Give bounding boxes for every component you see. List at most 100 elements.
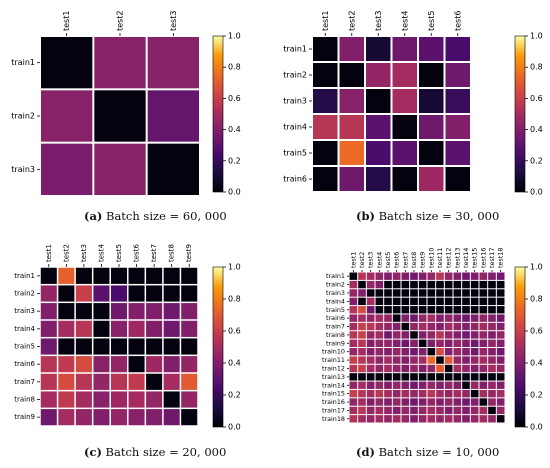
heatmap-cell: [479, 306, 488, 314]
heatmap-cell: [444, 280, 453, 289]
heatmap-cell: [462, 415, 470, 423]
colorbar-tick-label: 0.2: [530, 391, 543, 400]
heatmap-cell: [410, 314, 418, 322]
heatmap-cell: [427, 389, 436, 398]
heatmap-cell: [410, 272, 418, 280]
heatmap-cell: [488, 364, 496, 373]
heatmap-cell: [339, 141, 364, 165]
heatmap-cell: [146, 391, 163, 408]
heatmap-cell: [444, 297, 453, 306]
column-label: test7: [150, 244, 158, 262]
colorbar-tick-label: 0.4: [228, 359, 241, 368]
heatmap-cell: [349, 306, 358, 314]
heatmap-cell: [418, 356, 427, 364]
heatmap-cell: [349, 339, 358, 347]
heatmap-cell: [58, 373, 75, 390]
row-label: train9: [14, 413, 35, 421]
heatmap-cell: [436, 381, 444, 389]
colorbar-tick-label: 0.4: [530, 359, 543, 368]
heatmap-cell: [384, 356, 392, 364]
heatmap-cell: [358, 364, 366, 373]
row-label: train8: [14, 396, 35, 404]
row-label: train10: [322, 348, 345, 356]
heatmap-cell: [470, 415, 479, 423]
heatmap-cell: [427, 272, 436, 280]
heatmap-cell: [358, 331, 366, 339]
heatmap-cell: [453, 348, 462, 356]
column-label: test9: [185, 244, 193, 262]
heatmap-cell: [58, 320, 75, 337]
column-label: test9: [419, 252, 427, 268]
heatmap-cell: [418, 306, 427, 314]
heatmap-cell: [41, 143, 93, 195]
heatmap-cell: [392, 297, 401, 306]
row-label: train7: [14, 378, 35, 386]
heatmap-cell: [349, 272, 358, 280]
heatmap-cell: [436, 272, 444, 280]
heatmap-cell: [75, 409, 92, 426]
heatmap-cell: [453, 306, 462, 314]
heatmap-cell: [479, 322, 488, 331]
heatmap-cell: [392, 289, 401, 297]
heatmap-cell: [479, 415, 488, 423]
row-label: train4: [14, 325, 35, 333]
heatmap-cell: [453, 297, 462, 306]
heatmap-cell: [366, 389, 375, 398]
row-label: train6: [326, 314, 345, 322]
colorbar: [212, 266, 224, 428]
column-label: test14: [462, 248, 470, 268]
heatmap-cell: [384, 272, 392, 280]
heatmap-cell: [358, 314, 366, 322]
row-label: train2: [283, 71, 307, 80]
heatmap-cell: [313, 141, 338, 165]
heatmap-cell: [479, 389, 488, 398]
heatmap-cell: [384, 389, 392, 398]
heatmap-cell: [453, 289, 462, 297]
heatmap-cell: [453, 272, 462, 280]
column-label: test11: [436, 248, 444, 268]
heatmap-cell: [392, 272, 401, 280]
heatmap-cell: [75, 338, 92, 355]
heatmap-cell: [392, 306, 401, 314]
heatmap-cell: [401, 373, 410, 381]
colorbar-tick-label: 0.8: [530, 63, 543, 72]
heatmap-cell: [444, 398, 453, 406]
row-label: train2: [11, 112, 35, 121]
heatmap-cell: [401, 348, 410, 356]
heatmap-cell: [339, 167, 364, 191]
heatmap-cell: [384, 297, 392, 306]
caption-c: (c) Batch size = 20, 000: [84, 445, 227, 459]
heatmap-cell: [366, 167, 391, 191]
heatmap-cell: [110, 320, 128, 337]
heatmap-cell: [128, 267, 145, 284]
heatmap-cell: [349, 348, 358, 356]
heatmap-cell: [366, 339, 375, 347]
heatmap-cell: [410, 398, 418, 406]
heatmap-cell: [401, 289, 410, 297]
heatmap-cell: [427, 356, 436, 364]
heatmap-cell: [392, 389, 401, 398]
column-label: test3: [169, 11, 178, 31]
heatmap-cell: [163, 267, 180, 284]
heatmap-cell: [93, 320, 110, 337]
heatmap-cell: [479, 314, 488, 322]
heatmap-cell: [479, 398, 488, 406]
row-label: train2: [326, 281, 345, 289]
column-label: test7: [401, 252, 409, 268]
heatmap-cell: [445, 63, 470, 87]
heatmap-cell: [462, 389, 470, 398]
heatmap-cell: [358, 373, 366, 381]
row-label: train3: [283, 97, 307, 106]
heatmap-cell: [58, 303, 75, 320]
heatmap-cell: [444, 272, 453, 280]
heatmap-cell: [392, 406, 401, 415]
heatmap-cell: [128, 409, 145, 426]
heatmap-cell: [366, 415, 375, 423]
heatmap-cell: [470, 364, 479, 373]
heatmap-cell: [445, 89, 470, 113]
heatmap-cell: [401, 398, 410, 406]
heatmap-cell: [146, 338, 163, 355]
colorbar-tick-label: 0.4: [530, 125, 543, 134]
heatmap-cell: [488, 322, 496, 331]
heatmap-cell: [384, 322, 392, 331]
